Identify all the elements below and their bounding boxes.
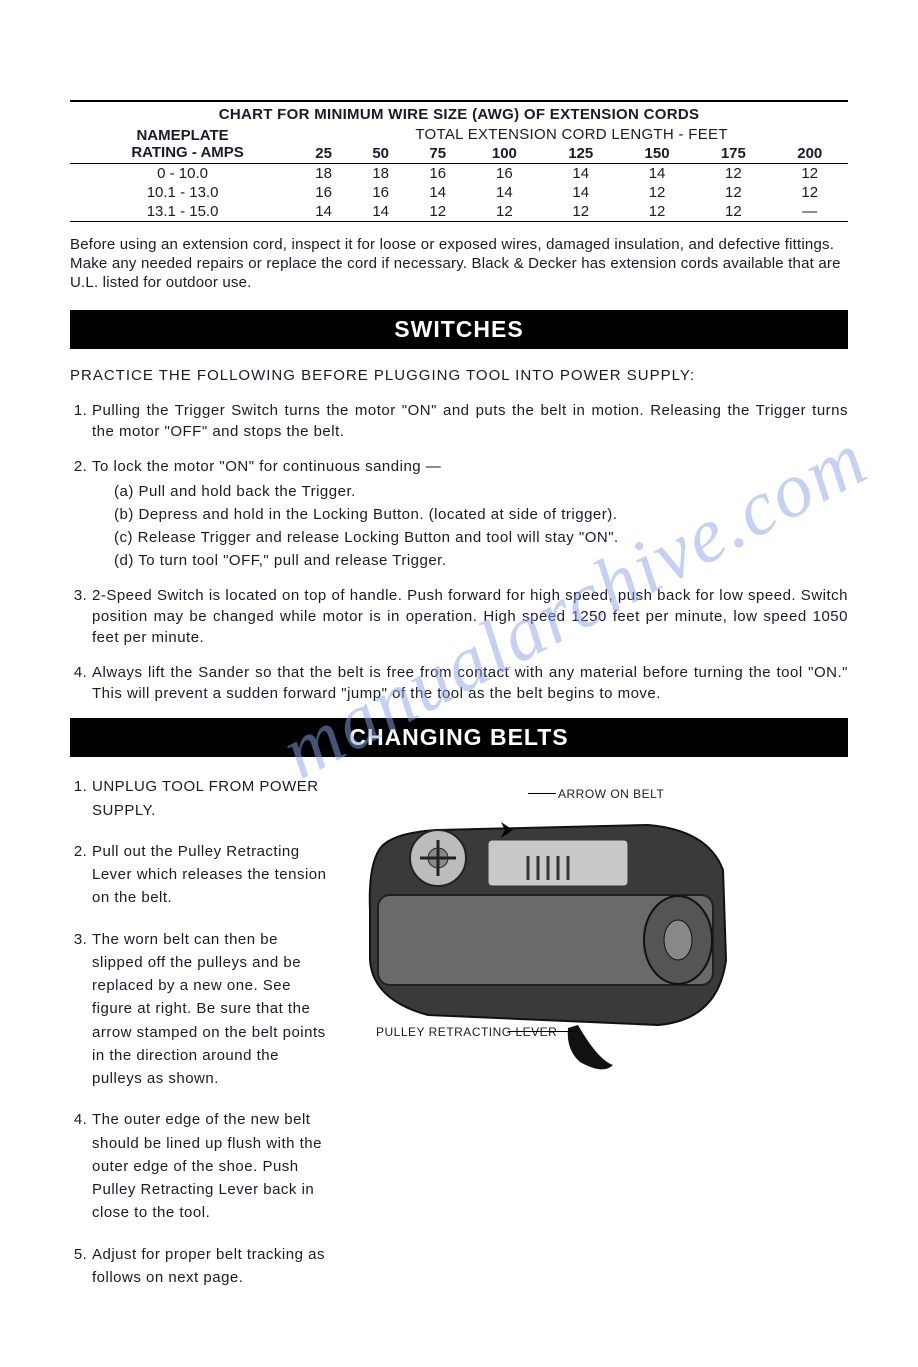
- nameplate-label: NAMEPLATE: [136, 127, 228, 144]
- list-item: UNPLUG TOOL FROM POWER SUPPLY.: [92, 775, 330, 822]
- sander-illustration: [348, 800, 738, 1090]
- switches-sublist: (a) Pull and hold back the Trigger. (b) …: [92, 481, 848, 571]
- switches-list: Pulling the Trigger Switch turns the mot…: [70, 400, 848, 704]
- figure-label-arrow: ARROW ON BELT: [558, 787, 664, 801]
- post-table-paragraph: Before using an extension cord, inspect …: [70, 236, 848, 292]
- list-item: 2-Speed Switch is located on top of hand…: [92, 585, 848, 648]
- leader-line: [528, 793, 556, 794]
- sander-figure: ARROW ON BELT: [348, 775, 848, 1095]
- sublist-item: (a) Pull and hold back the Trigger.: [114, 481, 848, 502]
- col-len-7: 200: [772, 144, 848, 164]
- sublist-item: (b) Depress and hold in the Locking Butt…: [114, 504, 848, 525]
- list-item: Adjust for proper belt tracking as follo…: [92, 1243, 330, 1290]
- col-len-1: 50: [352, 144, 409, 164]
- table-row: 0 - 10.0 18 18 16 16 14 14 12 12: [70, 164, 848, 184]
- total-length-header: TOTAL EXTENSION CORD LENGTH - FEET: [295, 125, 848, 144]
- cord-table: NAMEPLATE RATING - AMPS TOTAL EXTENSION …: [70, 125, 848, 221]
- list-item: The outer edge of the new belt should be…: [92, 1108, 330, 1224]
- col-len-3: 100: [466, 144, 542, 164]
- list-item: Always lift the Sander so that the belt …: [92, 662, 848, 704]
- list-item: Pulling the Trigger Switch turns the mot…: [92, 400, 848, 442]
- switches-banner: SWITCHES: [70, 310, 848, 349]
- list-item: The worn belt can then be slipped off th…: [92, 928, 330, 1091]
- col-len-4: 125: [543, 144, 619, 164]
- sublist-item: (d) To turn tool "OFF," pull and release…: [114, 550, 848, 571]
- col-len-5: 150: [619, 144, 695, 164]
- figure-label-lever: PULLEY RETRACTING LEVER: [376, 1025, 557, 1039]
- sublist-item: (c) Release Trigger and release Locking …: [114, 527, 848, 548]
- belts-list: UNPLUG TOOL FROM POWER SUPPLY. Pull out …: [70, 775, 330, 1289]
- switches-lead: PRACTICE THE FOLLOWING BEFORE PLUGGING T…: [70, 367, 848, 384]
- table-row: 13.1 - 15.0 14 14 12 12 12 12 12 —: [70, 202, 848, 221]
- chart-title: CHART FOR MINIMUM WIRE SIZE (AWG) OF EXT…: [70, 102, 848, 125]
- belts-banner: CHANGING BELTS: [70, 718, 848, 757]
- list-item: Pull out the Pulley Retracting Lever whi…: [92, 840, 330, 910]
- rating-label: RATING - AMPS: [121, 144, 244, 161]
- col-len-2: 75: [409, 144, 466, 164]
- range-cell: 13.1 - 15.0: [70, 202, 295, 221]
- leader-line: [508, 1031, 578, 1032]
- col-len-6: 175: [695, 144, 771, 164]
- wire-size-chart: CHART FOR MINIMUM WIRE SIZE (AWG) OF EXT…: [70, 100, 848, 222]
- range-cell: 10.1 - 13.0: [70, 183, 295, 202]
- range-cell: 0 - 10.0: [70, 164, 295, 184]
- table-row: 10.1 - 13.0 16 16 14 14 14 12 12 12: [70, 183, 848, 202]
- list-item: To lock the motor "ON" for continuous sa…: [92, 456, 848, 571]
- col-len-0: 25: [295, 144, 352, 164]
